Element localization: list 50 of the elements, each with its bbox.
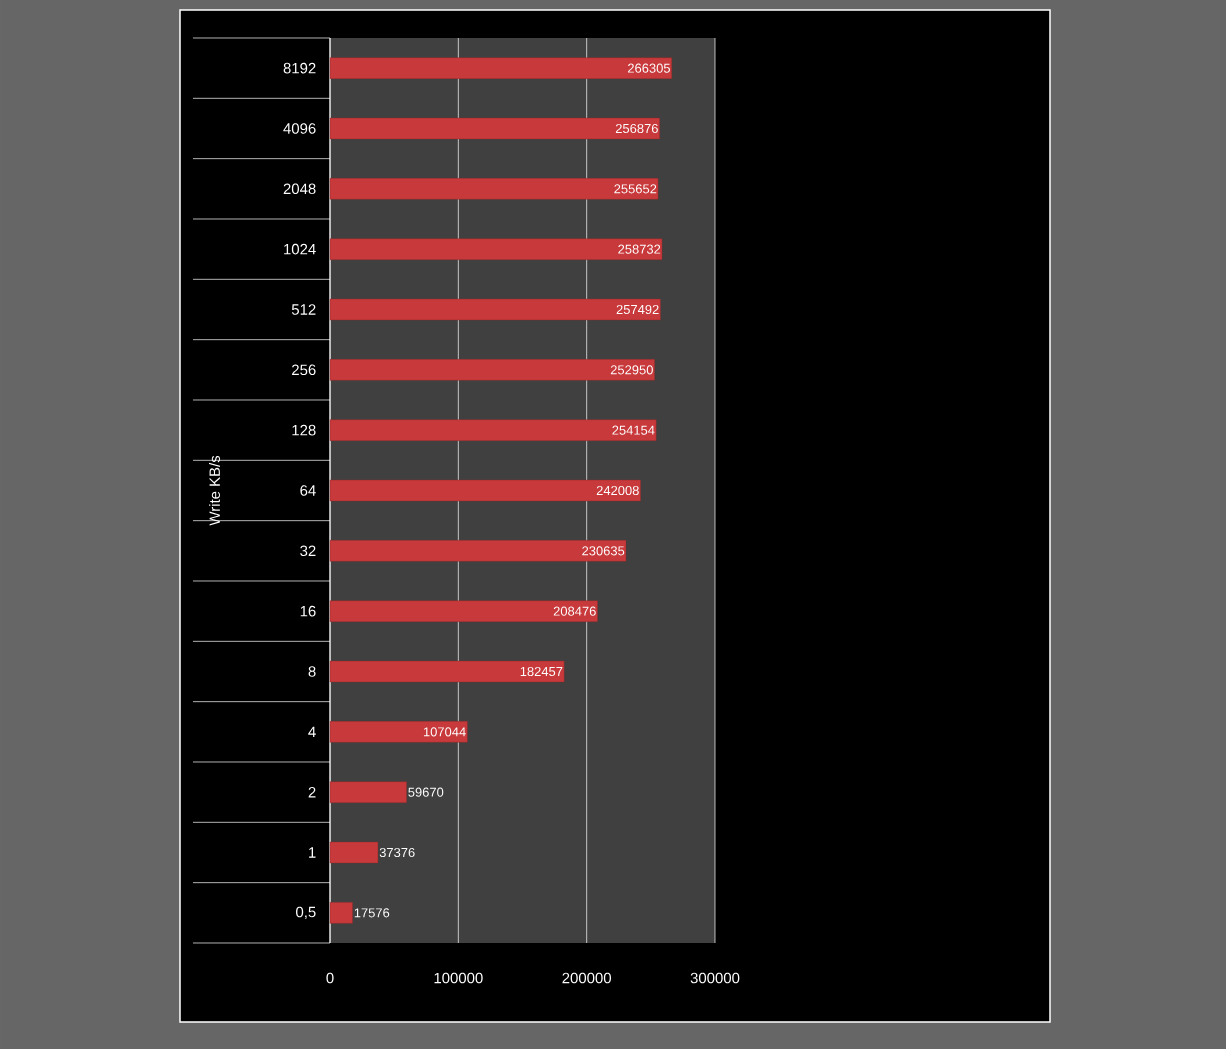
data-label: 230635 <box>582 546 625 556</box>
bar <box>329 781 407 803</box>
bar <box>329 419 657 441</box>
bar <box>329 117 660 140</box>
y-axis-title: Write KB/s <box>209 455 220 526</box>
data-label: 17576 <box>354 908 390 918</box>
data-label: 255652 <box>614 184 657 194</box>
y-tick-label: 1024 <box>284 243 316 255</box>
bar <box>329 600 598 622</box>
data-label: 242008 <box>596 485 639 496</box>
data-label: 266305 <box>628 63 671 73</box>
bar <box>329 238 663 260</box>
data-label: 182457 <box>520 666 563 677</box>
data-label: 59670 <box>408 787 444 797</box>
y-tick-label: 16 <box>300 605 316 617</box>
y-tick-label: 0,5 <box>296 906 316 919</box>
y-tick-label: 8192 <box>283 62 316 74</box>
y-tick-label: 256 <box>292 364 316 376</box>
data-label: 257492 <box>616 304 659 315</box>
x-tick-label: 300000 <box>690 972 740 984</box>
data-label: 37376 <box>379 847 415 858</box>
x-tick-label: 0 <box>326 972 334 984</box>
data-label: 256876 <box>615 123 658 134</box>
bar <box>329 721 468 743</box>
bar <box>329 57 672 79</box>
y-tick-label: 4096 <box>283 123 316 134</box>
bar <box>329 841 379 864</box>
y-tick-label: 128 <box>292 424 316 436</box>
x-tick-label: 200000 <box>562 972 611 984</box>
data-label: 208476 <box>553 606 596 616</box>
y-tick-label: 2048 <box>283 183 316 195</box>
data-label: 254154 <box>612 425 655 435</box>
bar <box>329 479 641 502</box>
y-tick-label: 64 <box>300 485 316 496</box>
bar <box>329 540 627 562</box>
y-tick-label: 2 <box>308 786 316 798</box>
y-tick-label: 8 <box>308 666 316 677</box>
bar <box>329 359 655 381</box>
y-tick-label: 512 <box>291 304 316 315</box>
bar <box>329 660 565 683</box>
data-label: 258732 <box>618 244 661 254</box>
y-tick-label: 32 <box>300 545 316 557</box>
data-label: 107044 <box>423 727 466 737</box>
bar <box>329 178 659 200</box>
y-tick-label: 1 <box>309 847 316 858</box>
data-label: 252950 <box>610 365 653 375</box>
bar <box>329 298 661 321</box>
x-tick-label: 100000 <box>434 972 483 984</box>
y-tick-label: 4 <box>308 726 316 737</box>
bar <box>329 902 353 924</box>
